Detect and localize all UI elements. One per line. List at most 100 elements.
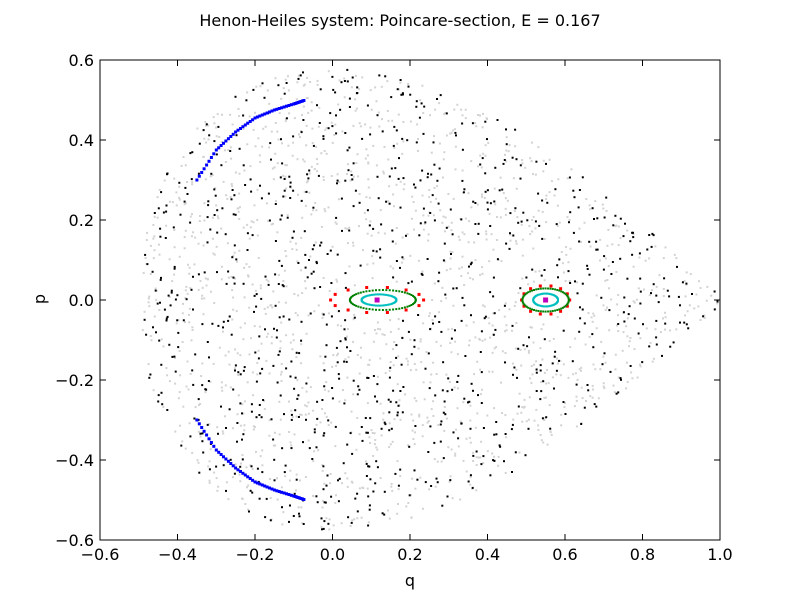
sea-point <box>519 348 522 351</box>
sea-point <box>402 140 405 143</box>
sea-point <box>347 356 350 359</box>
orbit-point <box>365 290 368 293</box>
sea-point <box>578 189 581 191</box>
sea-point <box>421 169 424 172</box>
sea-point <box>604 361 607 364</box>
orbit-point <box>533 289 535 291</box>
sea-point <box>178 255 181 258</box>
sea-point <box>284 301 287 304</box>
sea-point <box>399 81 402 84</box>
sea-point <box>518 451 521 454</box>
sea-point <box>454 131 457 134</box>
sea-point <box>185 385 188 388</box>
sea-point <box>379 357 382 360</box>
sea-point <box>414 209 417 212</box>
sea-point <box>282 87 285 90</box>
sea-point <box>322 313 325 316</box>
sea-point <box>207 200 210 203</box>
sea-point <box>397 488 400 491</box>
sea-point <box>238 172 241 175</box>
sea-point <box>611 243 614 246</box>
sea-point <box>368 359 371 362</box>
sea-point <box>280 321 283 324</box>
sea-point <box>515 368 518 371</box>
sea-point <box>465 324 468 327</box>
sea-point <box>261 145 264 148</box>
sea-point <box>303 83 306 86</box>
sea-point <box>216 426 219 429</box>
sea-point <box>257 357 260 360</box>
sea-point <box>419 476 422 479</box>
sea-point <box>430 485 433 487</box>
sea-point <box>626 277 629 280</box>
sea-point <box>335 278 338 281</box>
sea-point <box>224 354 227 357</box>
arc-point <box>287 493 291 496</box>
x-tick-label: 0.6 <box>552 545 577 564</box>
sea-point <box>575 383 578 386</box>
sea-point <box>153 249 156 252</box>
sea-point <box>394 167 397 170</box>
sea-point <box>539 369 542 372</box>
orbit-point <box>369 303 372 306</box>
sea-point <box>336 361 339 364</box>
arc-point <box>226 137 230 141</box>
sea-point <box>465 470 468 473</box>
sea-point <box>516 216 519 219</box>
orbit-point <box>549 293 552 296</box>
sea-point <box>194 236 197 239</box>
sea-point <box>534 270 537 273</box>
sea-point <box>357 385 360 388</box>
sea-point <box>348 146 351 149</box>
sea-point <box>206 278 209 281</box>
sea-point <box>168 200 171 203</box>
sea-point <box>222 320 225 323</box>
sea-point <box>492 333 495 336</box>
sea-point <box>301 114 303 117</box>
sea-point <box>184 186 187 189</box>
sea-point <box>526 219 529 222</box>
sea-point <box>493 433 496 436</box>
sea-point <box>282 285 285 288</box>
sea-point <box>191 326 194 329</box>
sea-point <box>282 195 285 198</box>
sea-point <box>470 382 473 385</box>
sea-point <box>300 199 303 202</box>
sea-point <box>428 315 431 318</box>
sea-point <box>666 289 669 292</box>
sea-point <box>434 485 437 488</box>
sea-point <box>505 436 508 439</box>
sea-point <box>224 415 226 418</box>
sea-point <box>559 374 562 377</box>
sea-point <box>156 302 159 305</box>
island-point <box>522 292 526 296</box>
sea-point <box>442 411 445 414</box>
sea-point <box>192 231 195 234</box>
sea-point <box>334 445 337 448</box>
orbit-point <box>371 289 374 292</box>
sea-point <box>408 445 411 448</box>
sea-point <box>605 209 608 212</box>
sea-point <box>576 292 579 295</box>
sea-point <box>285 164 288 167</box>
sea-point <box>145 239 148 241</box>
sea-point <box>487 142 490 144</box>
sea-point <box>303 160 306 163</box>
sea-point <box>508 247 511 250</box>
sea-point <box>359 264 362 267</box>
sea-point <box>419 222 422 225</box>
sea-point <box>312 144 315 147</box>
sea-point <box>327 312 330 315</box>
sea-point <box>305 144 308 147</box>
arc-point <box>234 130 238 134</box>
sea-point <box>464 217 467 220</box>
sea-point <box>486 138 488 141</box>
orbit-point <box>539 304 542 307</box>
sea-point <box>154 289 157 292</box>
sea-point <box>302 158 305 161</box>
sea-point <box>501 350 504 353</box>
sea-point <box>434 394 437 397</box>
sea-point <box>632 236 635 239</box>
orbit-point <box>547 287 550 290</box>
sea-point <box>329 112 332 115</box>
